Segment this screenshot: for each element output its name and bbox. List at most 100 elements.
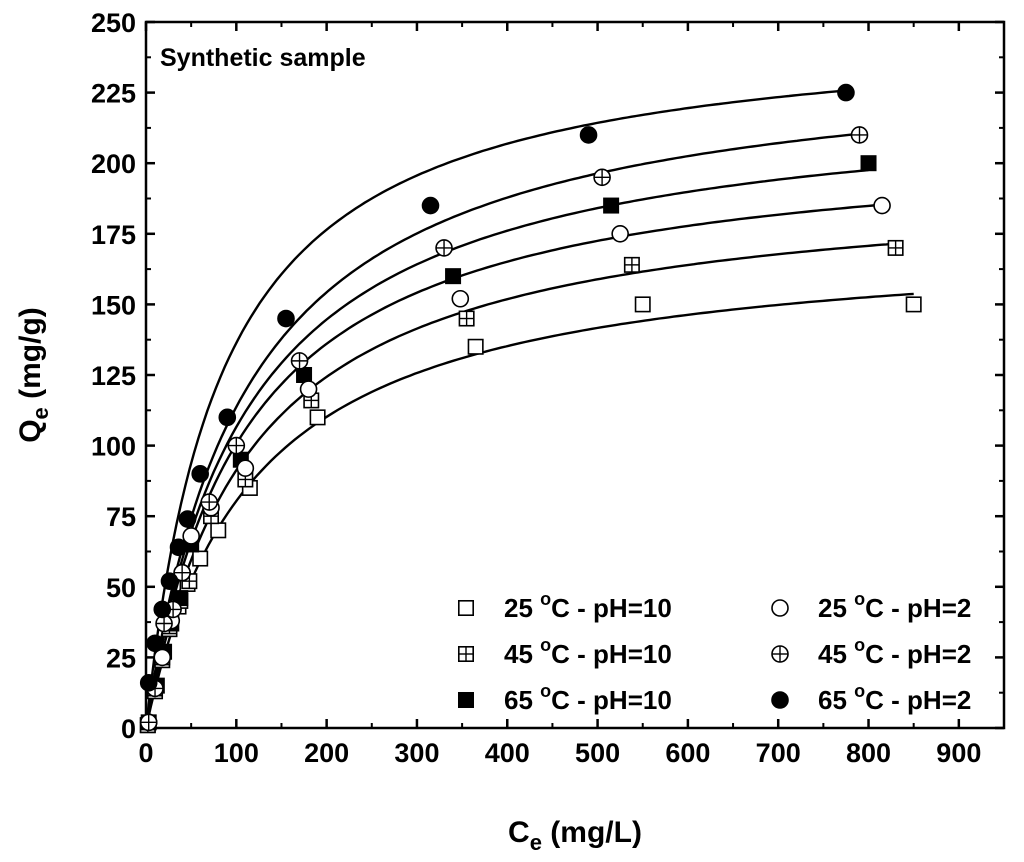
y-axis-title-sub: e bbox=[28, 407, 53, 419]
marker-shape bbox=[634, 296, 651, 313]
data-point bbox=[887, 239, 904, 256]
data-point bbox=[623, 256, 640, 273]
data-point bbox=[905, 296, 922, 313]
marker-shape bbox=[191, 465, 209, 483]
x-tick-label: 500 bbox=[575, 738, 620, 768]
marker-shape bbox=[153, 648, 172, 667]
legend-label: 25 oC - pH=2 bbox=[818, 589, 971, 623]
data-point bbox=[458, 310, 475, 327]
legend-item: 45 oC - pH=2 bbox=[771, 635, 971, 669]
x-axis-title-unit: (mg/L) bbox=[542, 816, 642, 849]
fit-curve bbox=[144, 132, 860, 729]
marker-shape bbox=[309, 409, 326, 426]
y-tick-label: 25 bbox=[106, 643, 136, 673]
data-point bbox=[299, 380, 318, 398]
marker-shape bbox=[296, 366, 313, 383]
x-axis-title: Ce (mg/L) bbox=[508, 816, 642, 855]
legend-item: 25 oC - pH=2 bbox=[771, 589, 971, 623]
data-point bbox=[860, 155, 877, 172]
data-point bbox=[173, 563, 191, 582]
chart-annotation: Synthetic sample bbox=[160, 44, 366, 72]
data-point bbox=[611, 225, 629, 243]
y-axis-title: Qe (mg/g) bbox=[14, 307, 53, 443]
marker-shape bbox=[451, 289, 470, 308]
y-tick-label: 75 bbox=[106, 502, 136, 532]
data-point bbox=[593, 168, 611, 187]
legend-marker bbox=[771, 691, 789, 709]
marker-shape bbox=[771, 599, 789, 617]
data-point bbox=[182, 527, 200, 545]
y-tick-label: 200 bbox=[91, 149, 136, 179]
marker-shape bbox=[579, 126, 598, 144]
data-point bbox=[227, 436, 246, 455]
marker-shape bbox=[218, 408, 237, 427]
data-point bbox=[445, 268, 462, 285]
data-point bbox=[139, 674, 158, 692]
data-point bbox=[421, 196, 440, 215]
fit-curve bbox=[144, 203, 883, 729]
legend-item: 25 oC - pH=10 bbox=[457, 589, 672, 623]
y-tick-label: 125 bbox=[91, 361, 136, 391]
fit-curves bbox=[144, 89, 914, 729]
legend-item: 65 oC - pH=10 bbox=[457, 681, 672, 715]
x-tick-label: 900 bbox=[936, 738, 981, 768]
y-tick-label: 100 bbox=[91, 432, 136, 462]
marker-shape bbox=[837, 83, 855, 102]
data-point bbox=[169, 538, 188, 557]
marker-shape bbox=[905, 296, 922, 313]
marker-shape bbox=[457, 691, 474, 708]
marker-shape bbox=[178, 510, 197, 528]
x-tick-label: 0 bbox=[138, 738, 153, 768]
data-point bbox=[277, 309, 295, 328]
data-point bbox=[579, 126, 598, 144]
marker-shape bbox=[153, 600, 172, 619]
marker-shape bbox=[457, 599, 474, 616]
data-point bbox=[153, 600, 172, 619]
marker-shape bbox=[860, 155, 877, 172]
marker-shape bbox=[169, 538, 188, 557]
y-tick-label: 225 bbox=[91, 79, 136, 109]
data-point bbox=[850, 126, 869, 144]
marker-shape bbox=[277, 309, 295, 328]
legend-marker bbox=[457, 645, 474, 662]
y-axis-title-main: Q bbox=[14, 419, 47, 442]
data-point bbox=[153, 648, 172, 667]
y-tick-label: 175 bbox=[91, 220, 136, 250]
marker-shape bbox=[467, 338, 484, 355]
data-point bbox=[191, 465, 209, 483]
data-point bbox=[139, 713, 158, 732]
legend-label: 45 oC - pH=10 bbox=[504, 635, 672, 669]
data-points bbox=[139, 83, 922, 734]
x-tick-label: 600 bbox=[665, 738, 710, 768]
data-point bbox=[603, 197, 620, 214]
y-axis-title-unit: (mg/g) bbox=[14, 307, 47, 407]
y-tick-label: 0 bbox=[121, 714, 136, 744]
y-tick-label: 250 bbox=[91, 8, 136, 38]
marker-shape bbox=[146, 634, 164, 653]
legend-label: 65 oC - pH=2 bbox=[818, 681, 971, 715]
data-point bbox=[467, 338, 484, 355]
marker-shape bbox=[771, 691, 789, 709]
data-point bbox=[200, 493, 219, 511]
fit-curve bbox=[144, 168, 869, 729]
y-tick-label: 150 bbox=[91, 290, 136, 320]
legend-label: 25 oC - pH=10 bbox=[504, 589, 672, 623]
x-tick-label: 300 bbox=[394, 738, 439, 768]
legend-marker bbox=[771, 599, 789, 617]
marker-shape bbox=[192, 550, 209, 567]
data-point bbox=[290, 352, 309, 370]
fit-curve bbox=[144, 242, 896, 729]
x-tick-label: 800 bbox=[846, 738, 891, 768]
fit-curve bbox=[144, 292, 914, 729]
x-tick-label: 200 bbox=[304, 738, 349, 768]
data-point bbox=[155, 614, 173, 633]
data-point bbox=[837, 83, 855, 102]
data-point bbox=[435, 239, 453, 257]
y-tick-label: 50 bbox=[106, 573, 136, 603]
marker-shape bbox=[210, 522, 227, 539]
marker-shape bbox=[421, 196, 440, 215]
marker-shape bbox=[160, 572, 179, 590]
data-point bbox=[146, 634, 164, 653]
marker-shape bbox=[236, 459, 255, 477]
